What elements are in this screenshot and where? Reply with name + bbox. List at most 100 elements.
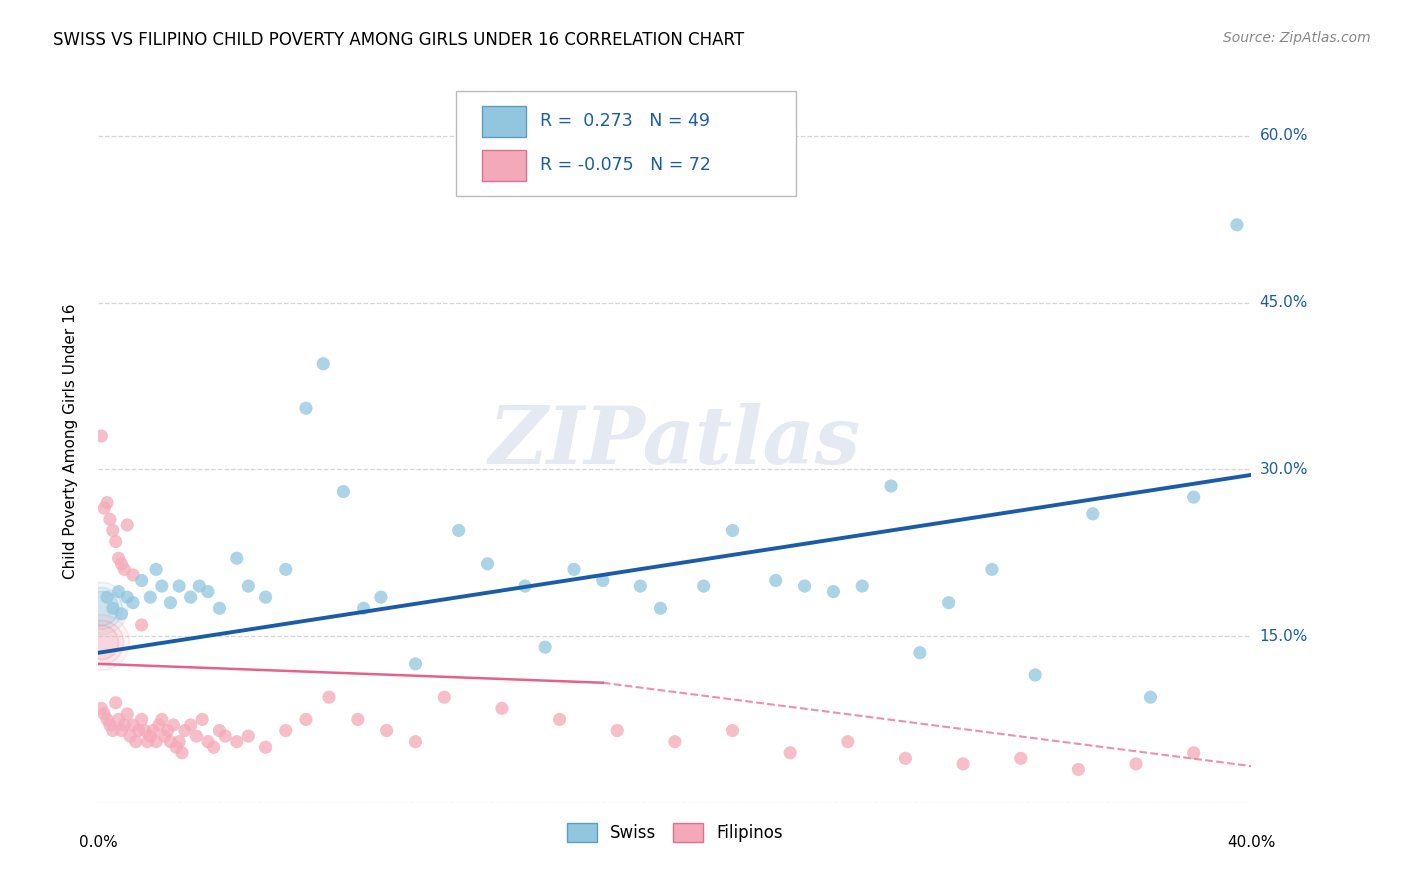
Point (793, 579, 815, 593)
Text: ZIPatlas: ZIPatlas (489, 403, 860, 480)
Point (142, 723, 165, 738)
Point (93, 706, 115, 721)
Point (112, 718, 135, 732)
Point (1067, 763, 1090, 777)
Point (96, 496, 118, 510)
Point (167, 579, 190, 593)
Point (117, 590, 139, 604)
Text: 15.0%: 15.0% (1260, 629, 1308, 643)
Point (104, 534, 127, 549)
Point (405, 657, 427, 671)
Point (96, 590, 118, 604)
Point (159, 734, 181, 748)
Point (477, 557, 499, 571)
Bar (482, 106, 526, 136)
Point (295, 713, 318, 727)
Point (128, 723, 150, 738)
FancyBboxPatch shape (456, 91, 796, 196)
Point (110, 723, 132, 738)
Point (136, 734, 159, 748)
Point (1024, 668, 1046, 682)
Point (101, 723, 124, 738)
Point (197, 584, 219, 599)
Point (107, 713, 129, 727)
Point (225, 551, 247, 566)
Point (90, 634, 112, 648)
Point (664, 734, 686, 748)
Point (952, 756, 974, 771)
Point (208, 723, 231, 738)
Text: 40.0%: 40.0% (1227, 835, 1275, 850)
Point (318, 690, 340, 705)
Point (162, 718, 184, 732)
Point (180, 718, 202, 732)
Point (191, 713, 214, 727)
Point (131, 574, 153, 588)
Point (650, 601, 672, 615)
Text: 30.0%: 30.0% (1260, 462, 1308, 477)
Text: Source: ZipAtlas.com: Source: ZipAtlas.com (1223, 31, 1371, 45)
Point (208, 601, 231, 615)
Point (779, 746, 801, 760)
Point (1139, 690, 1161, 705)
Point (90, 601, 112, 615)
Point (1182, 746, 1205, 760)
Y-axis label: Child Poverty Among Girls Under 16: Child Poverty Among Girls Under 16 (63, 304, 77, 579)
Point (180, 590, 202, 604)
Point (96, 713, 118, 727)
Point (981, 562, 1004, 576)
Point (170, 746, 193, 760)
Point (491, 701, 513, 715)
Point (93, 501, 115, 516)
Text: R = -0.075   N = 72: R = -0.075 N = 72 (540, 156, 711, 175)
Point (295, 401, 318, 416)
Point (122, 568, 145, 582)
Point (1125, 756, 1147, 771)
Point (153, 729, 176, 743)
Point (117, 706, 139, 721)
Point (101, 601, 124, 615)
Legend: Swiss, Filipinos: Swiss, Filipinos (560, 816, 790, 848)
Point (110, 557, 132, 571)
Point (110, 607, 132, 621)
Point (202, 740, 225, 755)
Point (837, 734, 859, 748)
Point (120, 729, 142, 743)
Point (134, 723, 156, 738)
Point (107, 584, 129, 599)
Text: 60.0%: 60.0% (1260, 128, 1308, 144)
Point (274, 723, 297, 738)
Point (606, 723, 628, 738)
Point (1010, 751, 1032, 765)
Text: SWISS VS FILIPINO CHILD POVERTY AMONG GIRLS UNDER 16 CORRELATION CHART: SWISS VS FILIPINO CHILD POVERTY AMONG GI… (53, 31, 745, 49)
Point (156, 723, 179, 738)
Point (139, 590, 162, 604)
Point (908, 646, 931, 660)
Point (562, 562, 585, 576)
Point (188, 579, 211, 593)
Text: R =  0.273   N = 49: R = 0.273 N = 49 (540, 112, 710, 130)
Point (90, 601, 112, 615)
Point (721, 723, 744, 738)
Point (159, 596, 181, 610)
Point (938, 596, 960, 610)
Point (238, 579, 260, 593)
Point (548, 713, 571, 727)
Point (112, 562, 135, 576)
Point (534, 640, 557, 655)
Point (139, 729, 162, 743)
Point (254, 590, 277, 604)
Point (186, 729, 208, 743)
Point (405, 734, 427, 748)
Point (274, 562, 297, 576)
Point (150, 713, 173, 727)
Point (101, 524, 124, 538)
Point (90, 429, 112, 443)
Point (122, 718, 145, 732)
Point (104, 696, 127, 710)
Point (165, 740, 187, 755)
Point (851, 579, 873, 593)
Point (1182, 490, 1205, 504)
Point (107, 551, 129, 566)
Point (238, 729, 260, 743)
